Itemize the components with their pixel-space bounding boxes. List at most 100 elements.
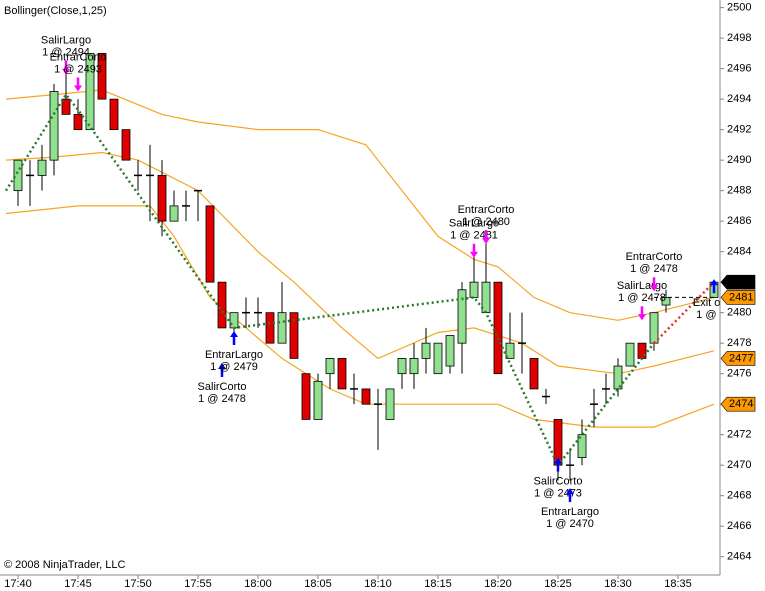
candle-body bbox=[265, 312, 275, 344]
candle-body bbox=[481, 281, 491, 314]
marker-label: EntrarLargo bbox=[205, 349, 263, 361]
marker-label: SalirCorto bbox=[198, 381, 247, 393]
marker-arrow-head bbox=[554, 457, 562, 464]
candle-body bbox=[325, 358, 335, 375]
x-tick-label: 18:30 bbox=[604, 578, 632, 590]
y-tick-label: 2486 bbox=[727, 215, 751, 227]
x-tick-label: 18:00 bbox=[244, 578, 272, 590]
x-tick-label: 17:40 bbox=[4, 578, 32, 590]
trade-marker bbox=[470, 243, 478, 258]
y-tick-label: 2476 bbox=[727, 368, 751, 380]
candle-body bbox=[97, 52, 107, 100]
candle-body bbox=[13, 159, 23, 192]
y-tick-label: 2472 bbox=[727, 429, 751, 441]
marker-label: EntrarCorto bbox=[458, 204, 515, 216]
marker-label: 1 @ 2493 bbox=[54, 63, 102, 75]
marker-label: 1 @ 2470 bbox=[546, 518, 594, 530]
candle-body bbox=[469, 281, 479, 298]
candle-body bbox=[277, 312, 287, 344]
candle-body bbox=[385, 388, 395, 420]
marker-label: Exit on c bbox=[693, 297, 736, 309]
y-tick-label: 2478 bbox=[727, 337, 751, 349]
trade-line bbox=[4, 92, 655, 468]
marker-label: SalirCorto bbox=[534, 475, 583, 487]
y-tick-label: 2480 bbox=[727, 307, 751, 319]
trade-marker bbox=[638, 306, 646, 321]
bollinger-band bbox=[5, 89, 715, 321]
y-tick-label: 2466 bbox=[727, 520, 751, 532]
marker-label: 1 @ 2478 bbox=[630, 263, 678, 275]
trade-marker bbox=[566, 488, 574, 503]
candle-body bbox=[421, 342, 431, 359]
marker-label: SalirLargo bbox=[617, 280, 667, 292]
y-tick-label: 2494 bbox=[727, 93, 751, 105]
candle-body bbox=[493, 281, 503, 375]
candle-body bbox=[625, 342, 635, 367]
x-tick-label: 18:05 bbox=[304, 578, 332, 590]
y-tick-label: 2500 bbox=[727, 2, 751, 14]
bollinger-band bbox=[5, 205, 715, 428]
candle-body bbox=[613, 365, 623, 390]
x-tick-label: 17:50 bbox=[124, 578, 152, 590]
y-tick-label: 2496 bbox=[727, 63, 751, 75]
candle-body bbox=[49, 91, 59, 161]
candle-body bbox=[217, 281, 227, 329]
candle-body bbox=[457, 289, 467, 344]
y-tick-label: 2484 bbox=[727, 246, 751, 258]
y-tick-label: 2490 bbox=[727, 154, 751, 166]
candle-body bbox=[301, 373, 311, 420]
marker-arrow-head bbox=[230, 330, 238, 337]
x-tick-label: 17:45 bbox=[64, 578, 92, 590]
x-tick-label: 18:35 bbox=[664, 578, 692, 590]
candle-body bbox=[445, 335, 455, 367]
trade-marker bbox=[62, 60, 70, 75]
y-tick-label: 2498 bbox=[727, 32, 751, 44]
y-tick-label: 2468 bbox=[727, 490, 751, 502]
candle-body bbox=[433, 342, 443, 375]
trade-marker bbox=[74, 77, 82, 92]
candle-body bbox=[505, 342, 515, 359]
candle-body bbox=[409, 358, 419, 375]
candle-body bbox=[289, 312, 299, 359]
chart-title: Bollinger(Close,1,25) bbox=[4, 5, 107, 17]
candle-body bbox=[61, 98, 71, 115]
y-tick-label: 2464 bbox=[727, 551, 751, 563]
price-marker-label: 2482 bbox=[729, 276, 753, 288]
price-marker-label: 2481 bbox=[729, 291, 753, 303]
price-marker-label: 2474 bbox=[729, 398, 753, 410]
trade-marker bbox=[554, 457, 562, 472]
marker-label: 1 @ 2473 bbox=[534, 487, 582, 499]
marker-label: 1 @ 2494 bbox=[42, 47, 90, 59]
candle-body bbox=[157, 174, 167, 222]
price-marker bbox=[720, 396, 756, 412]
marker-label: EntrarLargo bbox=[541, 506, 599, 518]
candle-body bbox=[337, 358, 347, 390]
candle-body bbox=[661, 297, 671, 306]
y-tick-label: 2492 bbox=[727, 124, 751, 136]
marker-arrow-head bbox=[650, 285, 658, 292]
axes: 2464 2466 2468 2470 2472 2474 2476 2478 2480 2482… bbox=[4, 2, 756, 590]
copyright: © 2008 NinjaTrader, LLC bbox=[4, 559, 125, 571]
trade-line bbox=[653, 281, 715, 345]
marker-arrow-head bbox=[482, 238, 490, 245]
candle-body bbox=[205, 205, 215, 283]
x-tick-label: 18:15 bbox=[424, 578, 452, 590]
candle-body bbox=[397, 358, 407, 375]
candle-body bbox=[73, 113, 83, 131]
trade-marker bbox=[230, 330, 238, 345]
bollinger-band bbox=[5, 151, 715, 375]
marker-label: SalirLargo bbox=[41, 35, 91, 47]
marker-label: 1 @ 2478 bbox=[198, 393, 246, 405]
marker-arrow-head bbox=[710, 279, 718, 286]
marker-label: SalirLargo bbox=[449, 218, 499, 230]
x-tick-label: 18:25 bbox=[544, 578, 572, 590]
y-tick-label: 2470 bbox=[727, 459, 751, 471]
marker-arrow-head bbox=[62, 68, 70, 75]
candle-body bbox=[361, 388, 371, 405]
candle-body bbox=[577, 434, 587, 458]
price-marker bbox=[720, 290, 756, 305]
marker-label: EntrarCorto bbox=[626, 251, 683, 263]
